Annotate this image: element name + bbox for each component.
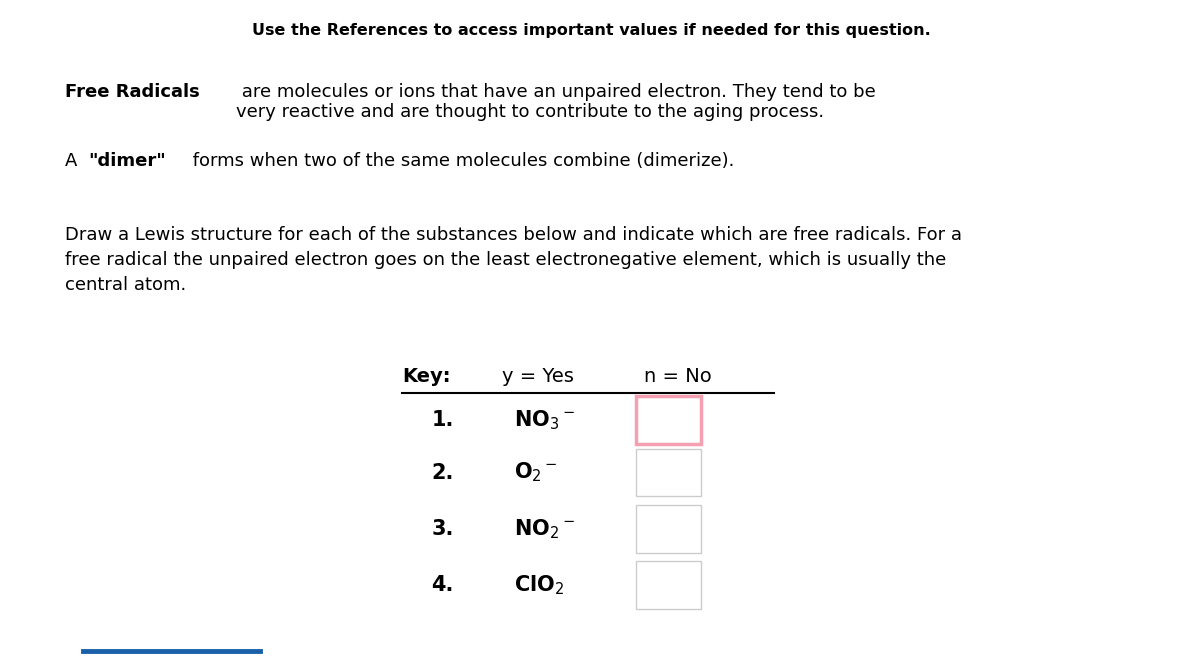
Text: 2.: 2.: [431, 463, 454, 483]
Text: n = No: n = No: [644, 367, 712, 386]
Text: y = Yes: y = Yes: [503, 367, 574, 386]
Text: Use the References to access important values if needed for this question.: Use the References to access important v…: [252, 23, 930, 38]
Text: NO$_2$$^-$: NO$_2$$^-$: [514, 517, 575, 541]
Text: "dimer": "dimer": [88, 152, 166, 170]
Text: Free Radicals: Free Radicals: [65, 83, 199, 100]
Text: ClO$_2$: ClO$_2$: [514, 573, 564, 597]
FancyBboxPatch shape: [636, 561, 701, 609]
Text: forms when two of the same molecules combine (dimerize).: forms when two of the same molecules com…: [187, 152, 734, 170]
Text: 4.: 4.: [431, 575, 454, 595]
Text: NO$_3$$^-$: NO$_3$$^-$: [514, 408, 575, 432]
Text: 3.: 3.: [431, 519, 454, 539]
Text: Draw a Lewis structure for each of the substances below and indicate which are f: Draw a Lewis structure for each of the s…: [65, 226, 962, 294]
FancyBboxPatch shape: [636, 396, 701, 444]
Text: Key:: Key:: [402, 367, 450, 386]
Text: 1.: 1.: [431, 410, 454, 430]
FancyBboxPatch shape: [636, 505, 701, 553]
FancyBboxPatch shape: [636, 449, 701, 496]
Text: A: A: [65, 152, 83, 170]
Text: are molecules or ions that have an unpaired electron. They tend to be
very react: are molecules or ions that have an unpai…: [236, 83, 876, 122]
Text: O$_2$$^-$: O$_2$$^-$: [514, 461, 558, 485]
